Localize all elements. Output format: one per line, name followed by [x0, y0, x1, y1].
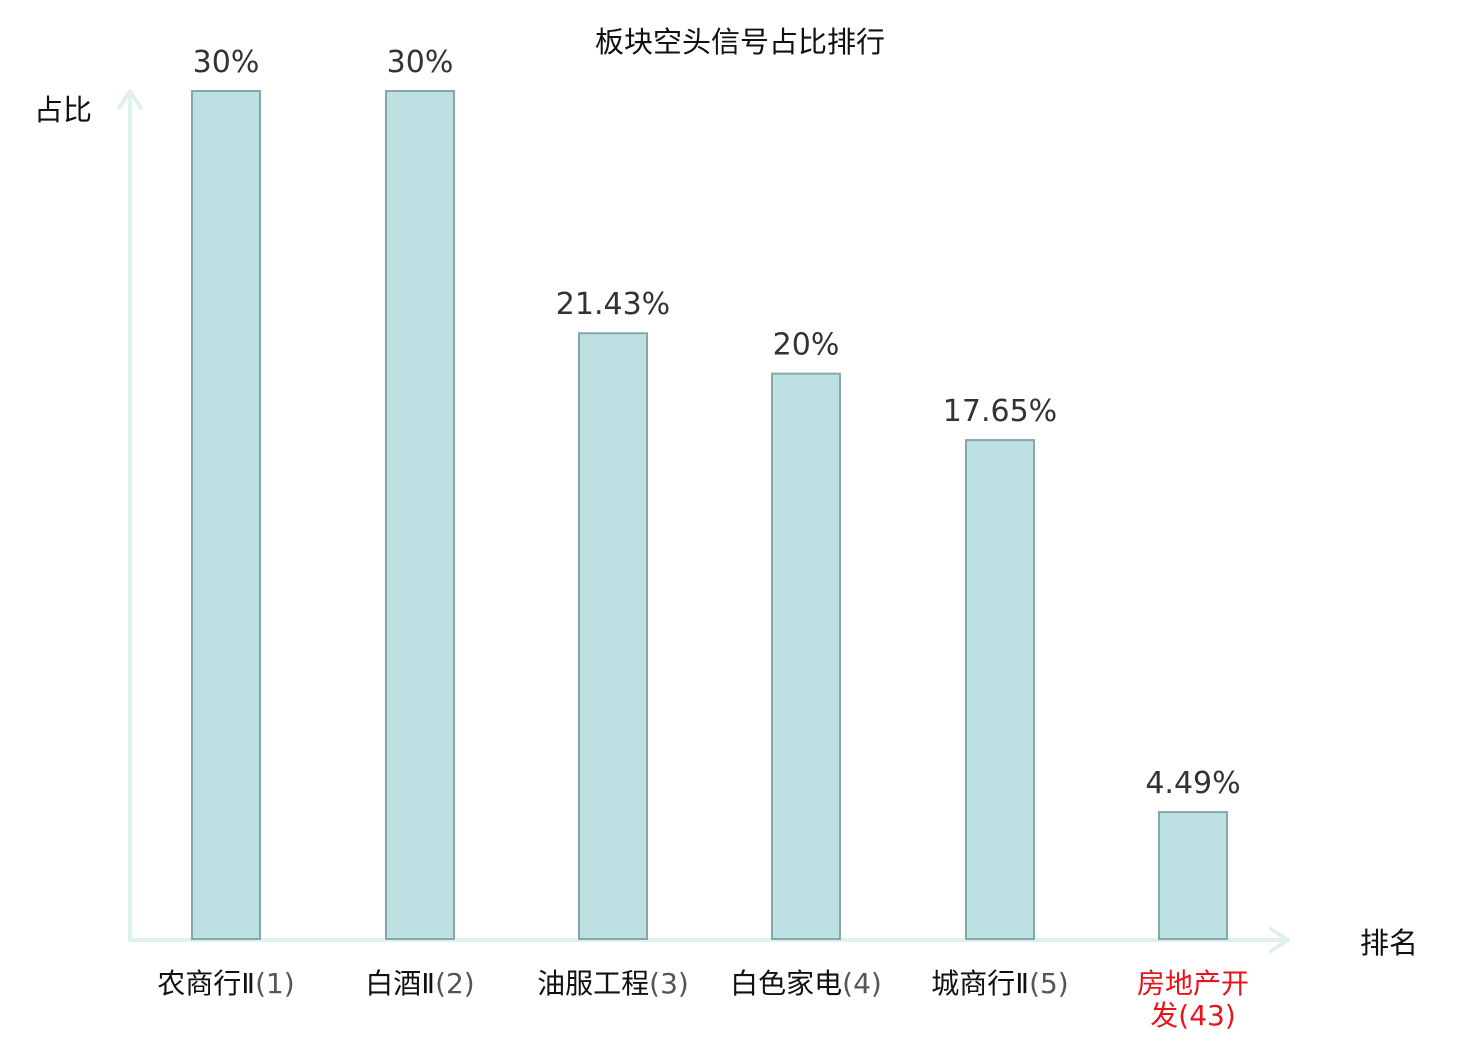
x-tick-label: 白色家电(4)	[730, 967, 882, 1000]
bar	[771, 372, 841, 940]
chart-title: 板块空头信号占比排行	[595, 25, 885, 59]
x-axis	[128, 927, 1290, 953]
category-labels-group: 农商行Ⅱ(1) 白酒Ⅱ(2) 油服工程(3) 白色家电(4) 城商行Ⅱ(5) 房地产开发(…	[157, 967, 1249, 1032]
bar	[578, 332, 648, 940]
x-tick-label: 房地产开发(43)	[1137, 967, 1249, 1032]
x-tick-label: 城商行Ⅱ(5)	[931, 967, 1068, 1000]
bar-value-label: 21.43%	[556, 287, 670, 322]
value-labels-group: 30% 30% 21.43% 20% 17.65% 4.49%	[193, 45, 1241, 801]
bar	[191, 90, 261, 940]
bar	[385, 90, 455, 940]
bar-value-label: 20%	[773, 328, 840, 363]
bar	[1158, 811, 1228, 940]
x-tick-label: 白酒Ⅱ(2)	[365, 967, 474, 1000]
y-axis-title: 占比	[34, 93, 92, 127]
bar-value-label: 4.49%	[1145, 766, 1240, 801]
y-axis	[117, 89, 143, 940]
bar-value-label: 17.65%	[943, 394, 1057, 429]
x-tick-label: 油服工程(3)	[537, 967, 689, 1000]
bar	[965, 439, 1035, 940]
x-axis-title: 排名	[1360, 926, 1418, 960]
bar-value-label: 30%	[387, 45, 454, 80]
bars-group	[191, 90, 1228, 940]
bar-value-label: 30%	[193, 45, 260, 80]
x-tick-label: 农商行Ⅱ(1)	[157, 967, 294, 1000]
